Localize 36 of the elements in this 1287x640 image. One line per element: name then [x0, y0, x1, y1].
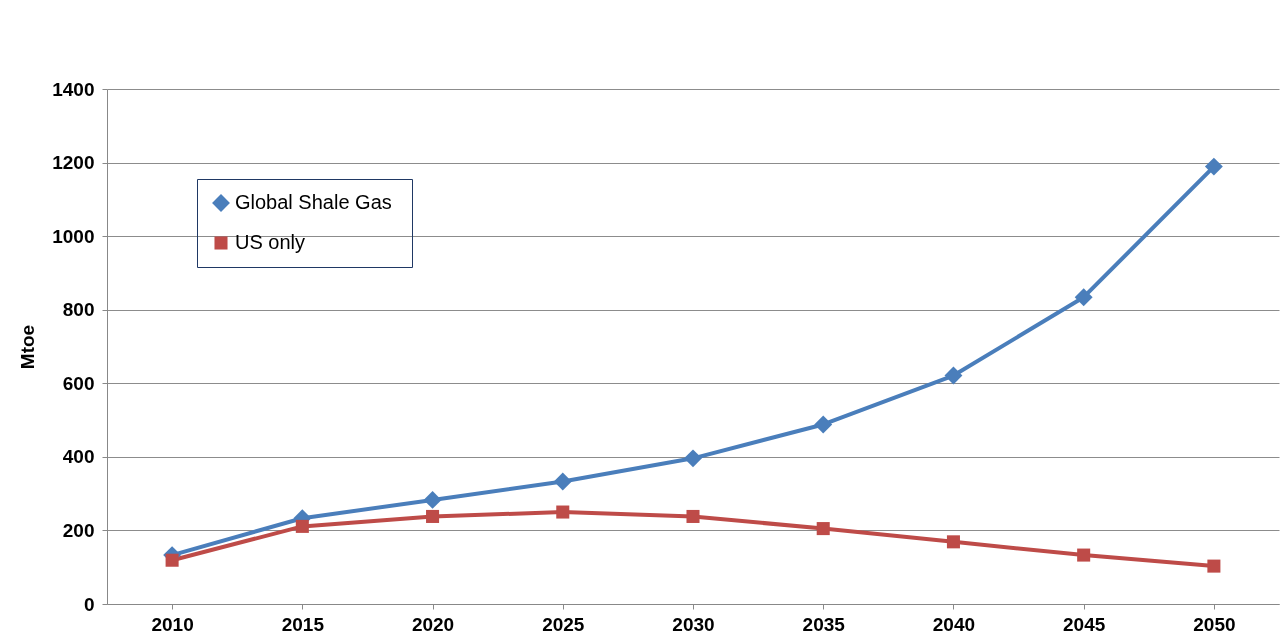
x-tick-label: 2020: [411, 613, 455, 635]
y-tick-label: 1400: [52, 78, 95, 100]
x-tick-label: 2025: [542, 613, 585, 635]
x-tick-label: 2045: [1063, 613, 1106, 635]
point: [295, 519, 309, 533]
point: [423, 490, 442, 509]
point: [556, 505, 570, 519]
y-tick-label: 800: [62, 299, 95, 321]
y-tick-label: 200: [62, 519, 95, 541]
point: [814, 415, 833, 434]
point: [686, 509, 700, 523]
x-tick-label: 2050: [1193, 613, 1236, 635]
point: [816, 522, 830, 536]
point: [426, 509, 440, 523]
point: [1077, 548, 1091, 562]
y-tick-label: 400: [62, 446, 95, 468]
point: [553, 472, 572, 491]
point: [1074, 288, 1093, 307]
legend-label: US only: [235, 231, 306, 253]
x-tick-label: 2035: [802, 613, 846, 635]
y-tick-label: 1000: [52, 225, 95, 247]
point: [944, 366, 963, 385]
y-axis-title: Mtoe: [17, 324, 39, 370]
point: [165, 553, 179, 567]
x-tick-label: 2015: [281, 613, 325, 635]
x-tick-label: 2030: [672, 613, 715, 635]
legend-label: Global Shale Gas: [235, 191, 392, 213]
y-tick-label: 0: [83, 593, 95, 615]
x-tick-label: 2010: [151, 613, 194, 635]
point: [1207, 559, 1221, 573]
x-tick-label: 2040: [932, 613, 976, 635]
y-tick-label: 600: [62, 372, 95, 394]
point: [684, 449, 702, 468]
point: [1204, 157, 1223, 176]
y-tick-label: 1200: [52, 152, 95, 174]
point: [946, 535, 960, 549]
